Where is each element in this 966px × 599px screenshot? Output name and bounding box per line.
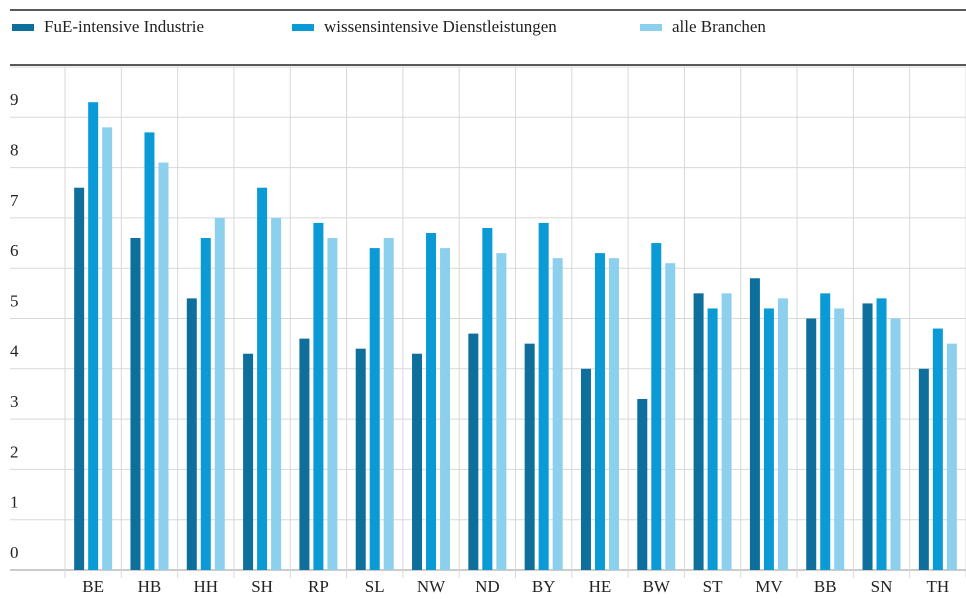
bar: [721, 293, 732, 570]
bar: [144, 132, 155, 570]
y-tick-label: 0: [10, 543, 19, 562]
bar: [932, 328, 943, 570]
y-tick-label: 5: [10, 291, 19, 310]
bar: [890, 318, 901, 570]
bar: [918, 368, 929, 570]
legend-label: wissensintensive Dienstleistungen: [324, 17, 557, 36]
y-tick-label: 1: [10, 493, 19, 512]
bar: [257, 187, 268, 570]
bar: [468, 333, 479, 570]
bar: [313, 222, 324, 570]
legend-swatch: [12, 24, 34, 31]
bar: [271, 217, 282, 570]
bar: [355, 348, 366, 570]
y-tick-label: 9: [10, 90, 19, 109]
bar: [186, 298, 197, 570]
x-tick-label: BY: [532, 577, 556, 596]
bar: [74, 187, 85, 570]
bar: [482, 227, 493, 570]
bar: [369, 248, 380, 570]
bar: [876, 298, 887, 570]
y-tick-label: 6: [10, 241, 19, 260]
bar: [693, 293, 704, 570]
legend-swatch: [640, 24, 662, 31]
y-tick-label: 8: [10, 141, 19, 160]
bar: [651, 243, 662, 571]
x-tick-label: BE: [82, 577, 104, 596]
x-tick-label: HB: [138, 577, 162, 596]
bar: [707, 308, 718, 570]
bar: [130, 238, 141, 570]
y-tick-label: 7: [10, 191, 19, 210]
x-tick-label: ST: [703, 577, 723, 596]
bar: [327, 238, 338, 570]
bar: [243, 353, 254, 570]
x-tick-label: NW: [417, 577, 446, 596]
x-tick-label: BW: [643, 577, 671, 596]
x-tick-label: RP: [308, 577, 329, 596]
bar: [749, 278, 760, 570]
bar: [102, 127, 113, 571]
bar: [88, 102, 99, 571]
bar: [552, 258, 563, 570]
x-tick-label: HH: [194, 577, 219, 596]
bar: [763, 308, 774, 570]
bar: [158, 162, 169, 570]
x-tick-label: ND: [475, 577, 500, 596]
bar: [538, 222, 549, 570]
bar: [594, 253, 605, 571]
bar: [580, 368, 591, 570]
y-tick-label: 4: [10, 342, 19, 361]
bar: [440, 248, 451, 570]
bar: [524, 343, 535, 570]
bar: [806, 318, 817, 570]
x-tick-label: TH: [927, 577, 950, 596]
x-tick-label: BB: [814, 577, 837, 596]
bar: [946, 343, 957, 570]
x-tick-label: HE: [589, 577, 612, 596]
x-tick-label: SH: [251, 577, 273, 596]
bar: [608, 258, 619, 570]
y-tick-label: 2: [10, 442, 19, 461]
bar: [412, 353, 423, 570]
bar: [637, 398, 648, 570]
x-tick-label: SL: [365, 577, 385, 596]
legend-label: alle Branchen: [672, 17, 766, 36]
bar: [214, 217, 225, 570]
bar: [426, 232, 437, 571]
bar: [820, 293, 831, 570]
legend-label: FuE-intensive Industrie: [44, 17, 204, 36]
bar: [383, 238, 394, 570]
bar: [496, 253, 507, 571]
x-tick-label: SN: [871, 577, 893, 596]
bar: [777, 298, 788, 570]
bar: [200, 238, 211, 570]
bar: [299, 338, 310, 570]
bar: [862, 303, 873, 570]
y-tick-label: 3: [10, 392, 19, 411]
bar: [665, 263, 676, 570]
x-tick-label: MV: [755, 577, 783, 596]
legend-swatch: [292, 24, 314, 31]
bar: [834, 308, 845, 570]
